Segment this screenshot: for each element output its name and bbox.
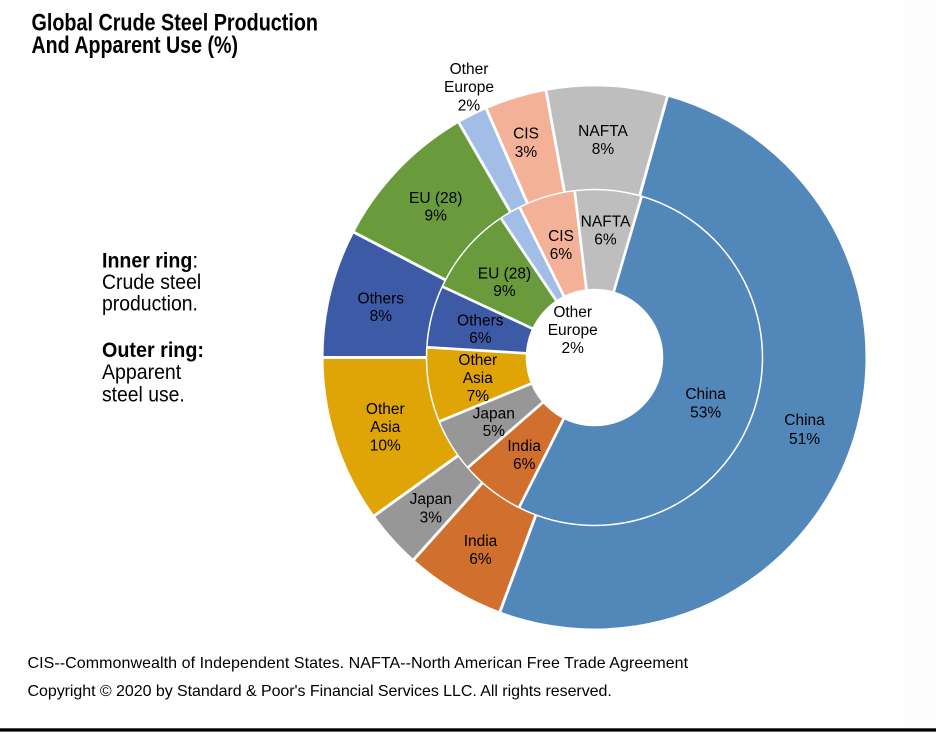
svg-text:3%: 3% [420,509,443,526]
svg-text:CIS--Commonwealth of Independe: CIS--Commonwealth of Independent States.… [28,655,689,672]
svg-text:Europe: Europe [444,79,494,96]
svg-text:Outer ring:: Outer ring: [102,338,204,362]
svg-text:steel use.: steel use. [102,382,185,406]
svg-text:53%: 53% [690,404,721,421]
svg-text:CIS: CIS [513,126,539,143]
svg-text:6%: 6% [469,551,492,568]
svg-text:Others: Others [358,290,405,307]
svg-text:7%: 7% [467,388,490,405]
svg-text:India: India [464,533,498,550]
svg-text:China: China [685,386,726,403]
svg-text:6%: 6% [550,246,573,263]
svg-text:9%: 9% [493,283,516,300]
svg-text:Japan: Japan [410,491,452,508]
svg-text:2%: 2% [458,98,481,115]
svg-text:Other: Other [458,352,497,369]
svg-text:Other: Other [450,61,489,78]
svg-text:2%: 2% [561,340,584,357]
svg-text:3%: 3% [515,144,538,161]
svg-text:Copyright © 2020 by Standard &: Copyright © 2020 by Standard & Poor's Fi… [28,683,612,700]
svg-text:NAFTA: NAFTA [578,123,628,140]
svg-text:6%: 6% [469,330,492,347]
svg-text:51%: 51% [789,431,820,448]
svg-text:production.: production. [102,292,198,316]
svg-text:NAFTA: NAFTA [581,214,631,231]
svg-text:Asia: Asia [370,419,401,436]
svg-text:Asia: Asia [463,370,494,387]
svg-text:Other: Other [366,401,405,418]
svg-text:9%: 9% [424,208,447,225]
svg-text:Crude steel: Crude steel [102,270,201,294]
svg-text:10%: 10% [370,437,401,454]
svg-text:Global Crude Steel Production: Global Crude Steel Production [32,9,319,36]
svg-text:China: China [784,412,825,429]
svg-text:Other: Other [553,304,592,321]
svg-text:8%: 8% [370,308,393,325]
svg-text:Europe: Europe [548,322,598,339]
svg-text:6%: 6% [513,456,536,473]
svg-text:Others: Others [457,313,504,330]
svg-text:Japan: Japan [473,405,515,422]
svg-text:India: India [507,438,541,455]
svg-text:EU (28): EU (28) [478,266,531,283]
svg-text:Apparent: Apparent [102,360,181,384]
svg-text:CIS: CIS [548,228,574,245]
svg-text:Inner ring: Inner ring [102,249,192,273]
svg-text:EU (28): EU (28) [409,190,462,207]
svg-text:5%: 5% [483,423,506,440]
svg-text:8%: 8% [592,141,615,158]
svg-text:6%: 6% [594,231,617,248]
svg-text:And Apparent Use (%): And Apparent Use (%) [32,32,239,59]
svg-text::: : [192,249,198,273]
